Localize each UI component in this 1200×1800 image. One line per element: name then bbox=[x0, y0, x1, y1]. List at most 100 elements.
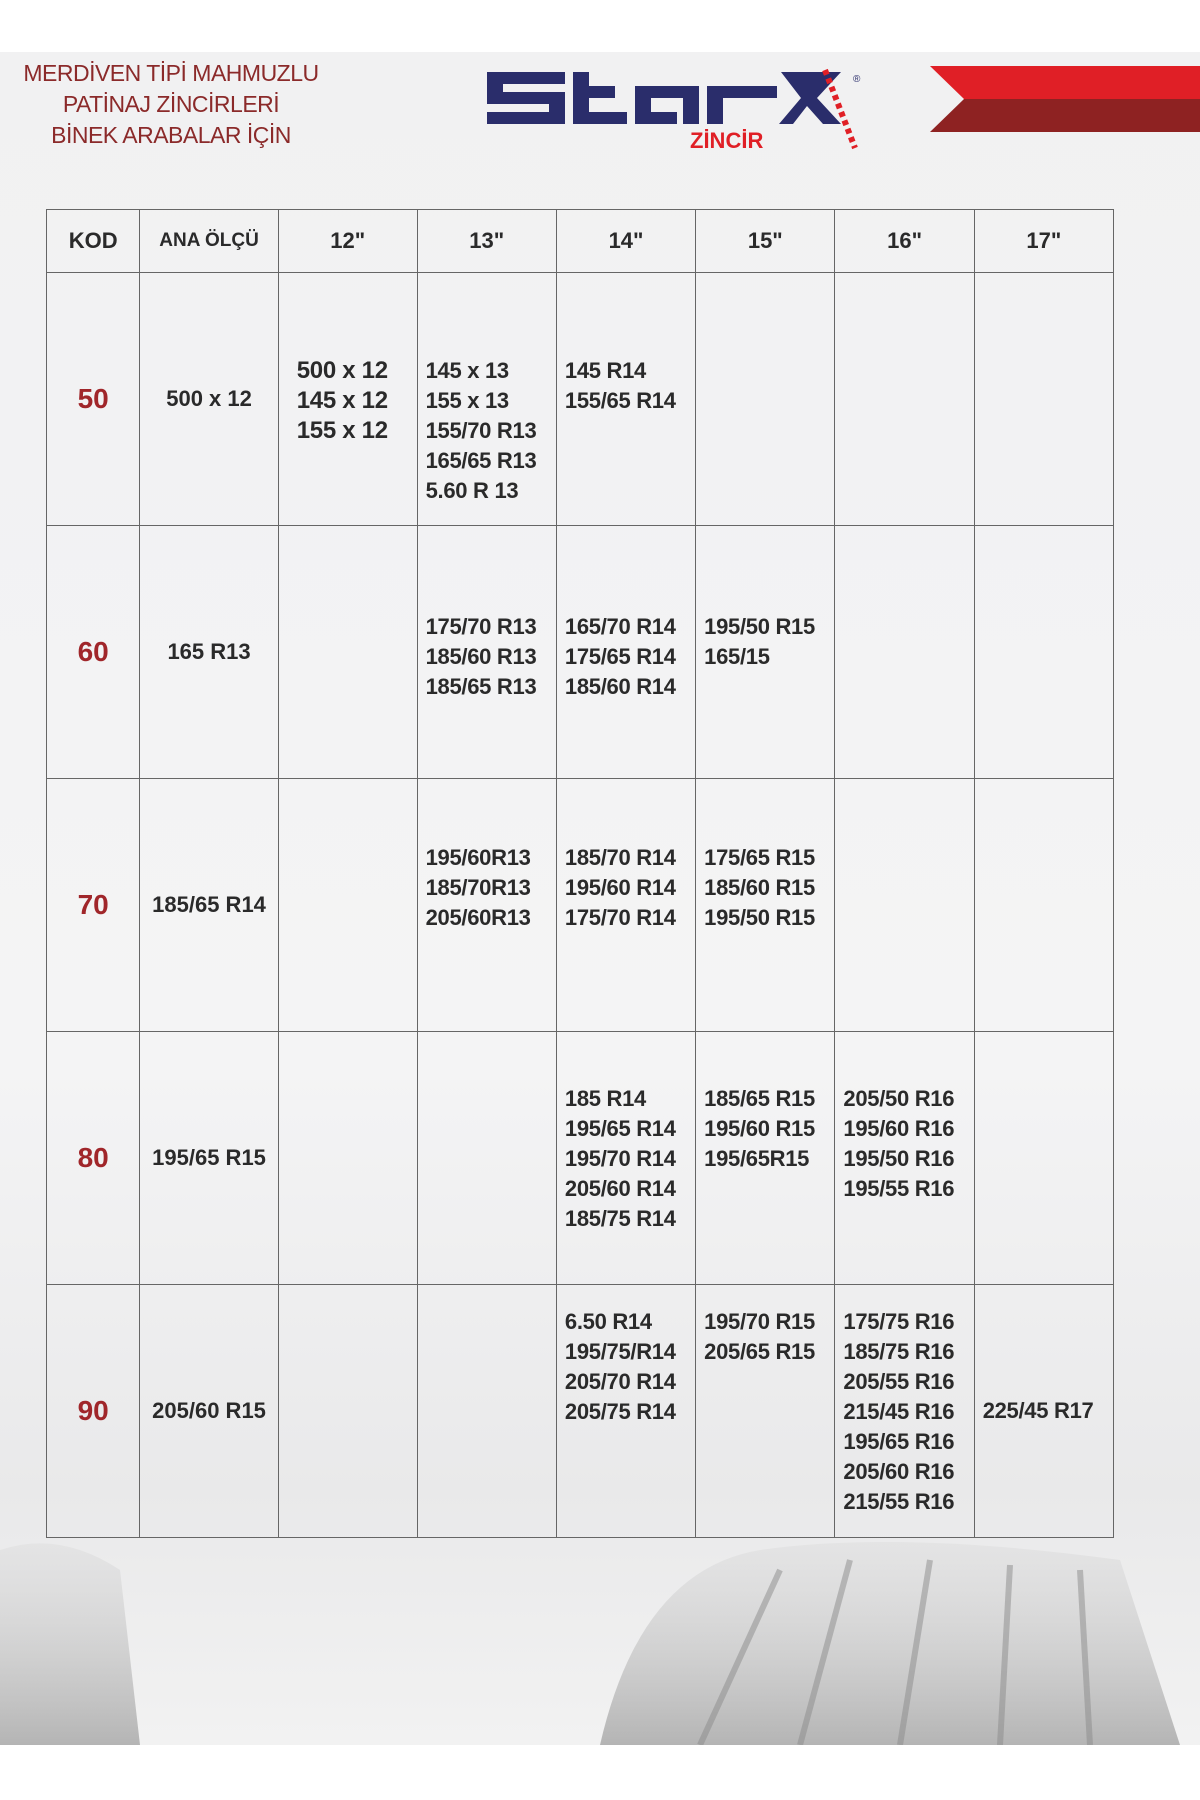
tire-size: 185/70R13 bbox=[425, 875, 531, 900]
tire-size: 175/75 R16 bbox=[843, 1309, 955, 1334]
tire-size: 205/70 R14 bbox=[564, 1369, 676, 1394]
ana-olcu-cell: 205/60 R15 bbox=[139, 1284, 279, 1538]
tire-size: 195/50 R16 bbox=[843, 1146, 955, 1171]
size-cell-13: 195/60R13 185/70R13 205/60R13 bbox=[416, 778, 557, 1032]
size-cell-13 bbox=[416, 1031, 557, 1285]
tagline-line: BİNEK ARABALAR İÇİN bbox=[51, 122, 291, 148]
size-cell-16 bbox=[834, 525, 975, 779]
size-cell-15: 175/65 R15 185/60 R15 195/50 R15 bbox=[695, 778, 836, 1032]
size-cell-14: 6.50 R14 195/75/R14 205/70 R14 205/75 R14 bbox=[555, 1284, 697, 1538]
tire-size: 225/45 R17 bbox=[982, 1398, 1094, 1423]
tire-size: 195/70 R14 bbox=[564, 1146, 676, 1171]
size-cell-17: 225/45 R17 bbox=[973, 1284, 1115, 1538]
tagline: MERDİVEN TİPİ MAHMUZLU PATİNAJ ZİNCİRLER… bbox=[6, 58, 336, 151]
tire-size: 215/55 R16 bbox=[843, 1489, 955, 1514]
tire-size: 185/75 R14 bbox=[564, 1206, 676, 1231]
size-cell-16 bbox=[834, 272, 975, 526]
size-cell-12 bbox=[277, 525, 418, 779]
size-cell-14: 145 R14 155/65 R14 bbox=[555, 272, 697, 526]
kod-cell: 70 bbox=[45, 778, 141, 1032]
tire-size: 155/65 R14 bbox=[564, 388, 676, 413]
size-cell-12 bbox=[277, 778, 418, 1032]
tire-size: 215/45 R16 bbox=[843, 1399, 955, 1424]
size-cell-16: 175/75 R16 185/75 R16 205/55 R16 215/45 R16… bbox=[834, 1284, 975, 1538]
size-cell-17 bbox=[973, 778, 1115, 1032]
tire-size: 195/65R15 bbox=[704, 1146, 810, 1171]
ana-olcu-cell: 500 x 12 bbox=[139, 272, 279, 526]
size-cell-12 bbox=[277, 1284, 418, 1538]
tire-size: 155 x 13 bbox=[425, 388, 510, 413]
tire-size: 185 R14 bbox=[564, 1086, 646, 1111]
size-cell-17 bbox=[973, 272, 1115, 526]
tire-size: 185/65 R15 bbox=[704, 1086, 815, 1111]
tire-size: 195/50 R15 bbox=[704, 905, 815, 930]
tire-size: 195/75/R14 bbox=[564, 1339, 676, 1364]
tire-size: 185/70 R14 bbox=[564, 845, 676, 870]
tire-size: 175/65 R14 bbox=[564, 644, 676, 669]
kod-cell: 50 bbox=[45, 272, 141, 526]
svg-text:®: ® bbox=[853, 74, 861, 85]
chain-size-table: KOD ANA ÖLÇÜ 12" 13" 14" 15" 16" 17" 50 5… bbox=[45, 209, 1115, 1538]
table-row: 90 205/60 R15 6.50 R14 195/75/R14 205/70 R14… bbox=[45, 1284, 1115, 1538]
tire-size: 145 R14 bbox=[564, 358, 646, 383]
tire-size: 205/60 R14 bbox=[564, 1176, 676, 1201]
size-cell-13: 145 x 13 155 x 13 155/70 R13 165/65 R13 5.60… bbox=[416, 272, 557, 526]
tire-size: 195/65 R16 bbox=[843, 1429, 955, 1454]
starx-logo: ZİNCİR ® bbox=[487, 68, 861, 153]
tire-size: 185/60 R14 bbox=[564, 674, 676, 699]
header-ana-olcu: ANA ÖLÇÜ bbox=[139, 209, 279, 273]
tire-size: 205/75 R14 bbox=[564, 1399, 676, 1424]
tire-size: 195/65 R14 bbox=[564, 1116, 676, 1141]
header-kod: KOD bbox=[45, 209, 141, 273]
tire-size: 205/60 R16 bbox=[843, 1459, 955, 1484]
kod-cell: 80 bbox=[45, 1031, 141, 1285]
size-cell-12 bbox=[277, 1031, 418, 1285]
size-cell-14: 165/70 R14 175/65 R14 185/60 R14 bbox=[555, 525, 697, 779]
tagline-line: PATİNAJ ZİNCİRLERİ bbox=[62, 91, 280, 117]
header-16: 16" bbox=[834, 209, 975, 273]
logo-sub-text: ZİNCİR bbox=[690, 128, 763, 153]
tire-size: 205/60R13 bbox=[425, 905, 531, 930]
size-cell-16: 205/50 R16 195/60 R16 195/50 R16 195/55 R16 bbox=[834, 1031, 975, 1285]
table-row: 70 185/65 R14 195/60R13 185/70R13 205/60R13 1… bbox=[45, 778, 1115, 1032]
size-cell-12: 500 x 12 145 x 12 155 x 12 bbox=[277, 272, 418, 526]
tire-size: 145 x 12 bbox=[296, 387, 388, 414]
tire-size: 205/65 R15 bbox=[704, 1339, 815, 1364]
table-row: 60 165 R13 175/70 R13 185/60 R13 185/65 R13 1… bbox=[45, 525, 1115, 779]
table-row: 80 195/65 R15 185 R14 195/65 R14 195/70 R14 2… bbox=[45, 1031, 1115, 1285]
tire-size: 175/65 R15 bbox=[704, 845, 815, 870]
size-cell-15: 195/50 R15 165/15 bbox=[695, 525, 836, 779]
size-cell-13: 175/70 R13 185/60 R13 185/65 R13 bbox=[416, 525, 557, 779]
tire-size: 195/60R13 bbox=[425, 845, 531, 870]
tire-size: 5.60 R 13 bbox=[425, 478, 519, 503]
tire-size: 195/50 R15 bbox=[704, 614, 815, 639]
header-12: 12" bbox=[277, 209, 418, 273]
table-row: 50 500 x 12 500 x 12 145 x 12 155 x 12 145 x … bbox=[45, 272, 1115, 526]
size-cell-15: 185/65 R15 195/60 R15 195/65R15 bbox=[695, 1031, 836, 1285]
ana-olcu-cell: 185/65 R14 bbox=[139, 778, 279, 1032]
tire-size: 185/60 R15 bbox=[704, 875, 815, 900]
tire-size: 500 x 12 bbox=[296, 357, 388, 384]
header-14: 14" bbox=[555, 209, 697, 273]
tire-size: 175/70 R14 bbox=[564, 905, 676, 930]
tire-size: 195/55 R16 bbox=[843, 1176, 955, 1201]
tire-size: 205/50 R16 bbox=[843, 1086, 955, 1111]
tire-size: 195/70 R15 bbox=[704, 1309, 815, 1334]
tire-size: 165/65 R13 bbox=[425, 448, 537, 473]
size-cell-14: 185 R14 195/65 R14 195/70 R14 205/60 R14 185… bbox=[555, 1031, 697, 1285]
tire-size: 165/70 R14 bbox=[564, 614, 676, 639]
size-cell-15 bbox=[695, 272, 836, 526]
tire-size: 195/60 R16 bbox=[843, 1116, 955, 1141]
red-ribbon-decoration bbox=[930, 66, 1200, 132]
tire-size: 145 x 13 bbox=[425, 358, 510, 383]
header-13: 13" bbox=[416, 209, 557, 273]
header-17: 17" bbox=[973, 209, 1115, 273]
tire-size: 6.50 R14 bbox=[564, 1309, 652, 1334]
ana-olcu-cell: 165 R13 bbox=[139, 525, 279, 779]
tire-size: 205/55 R16 bbox=[843, 1369, 955, 1394]
tagline-line: MERDİVEN TİPİ MAHMUZLU bbox=[23, 60, 319, 86]
tire-size: 155/70 R13 bbox=[425, 418, 537, 443]
tire-size: 185/75 R16 bbox=[843, 1339, 955, 1364]
tire-size: 165/15 bbox=[704, 644, 770, 669]
kod-cell: 90 bbox=[45, 1284, 141, 1538]
